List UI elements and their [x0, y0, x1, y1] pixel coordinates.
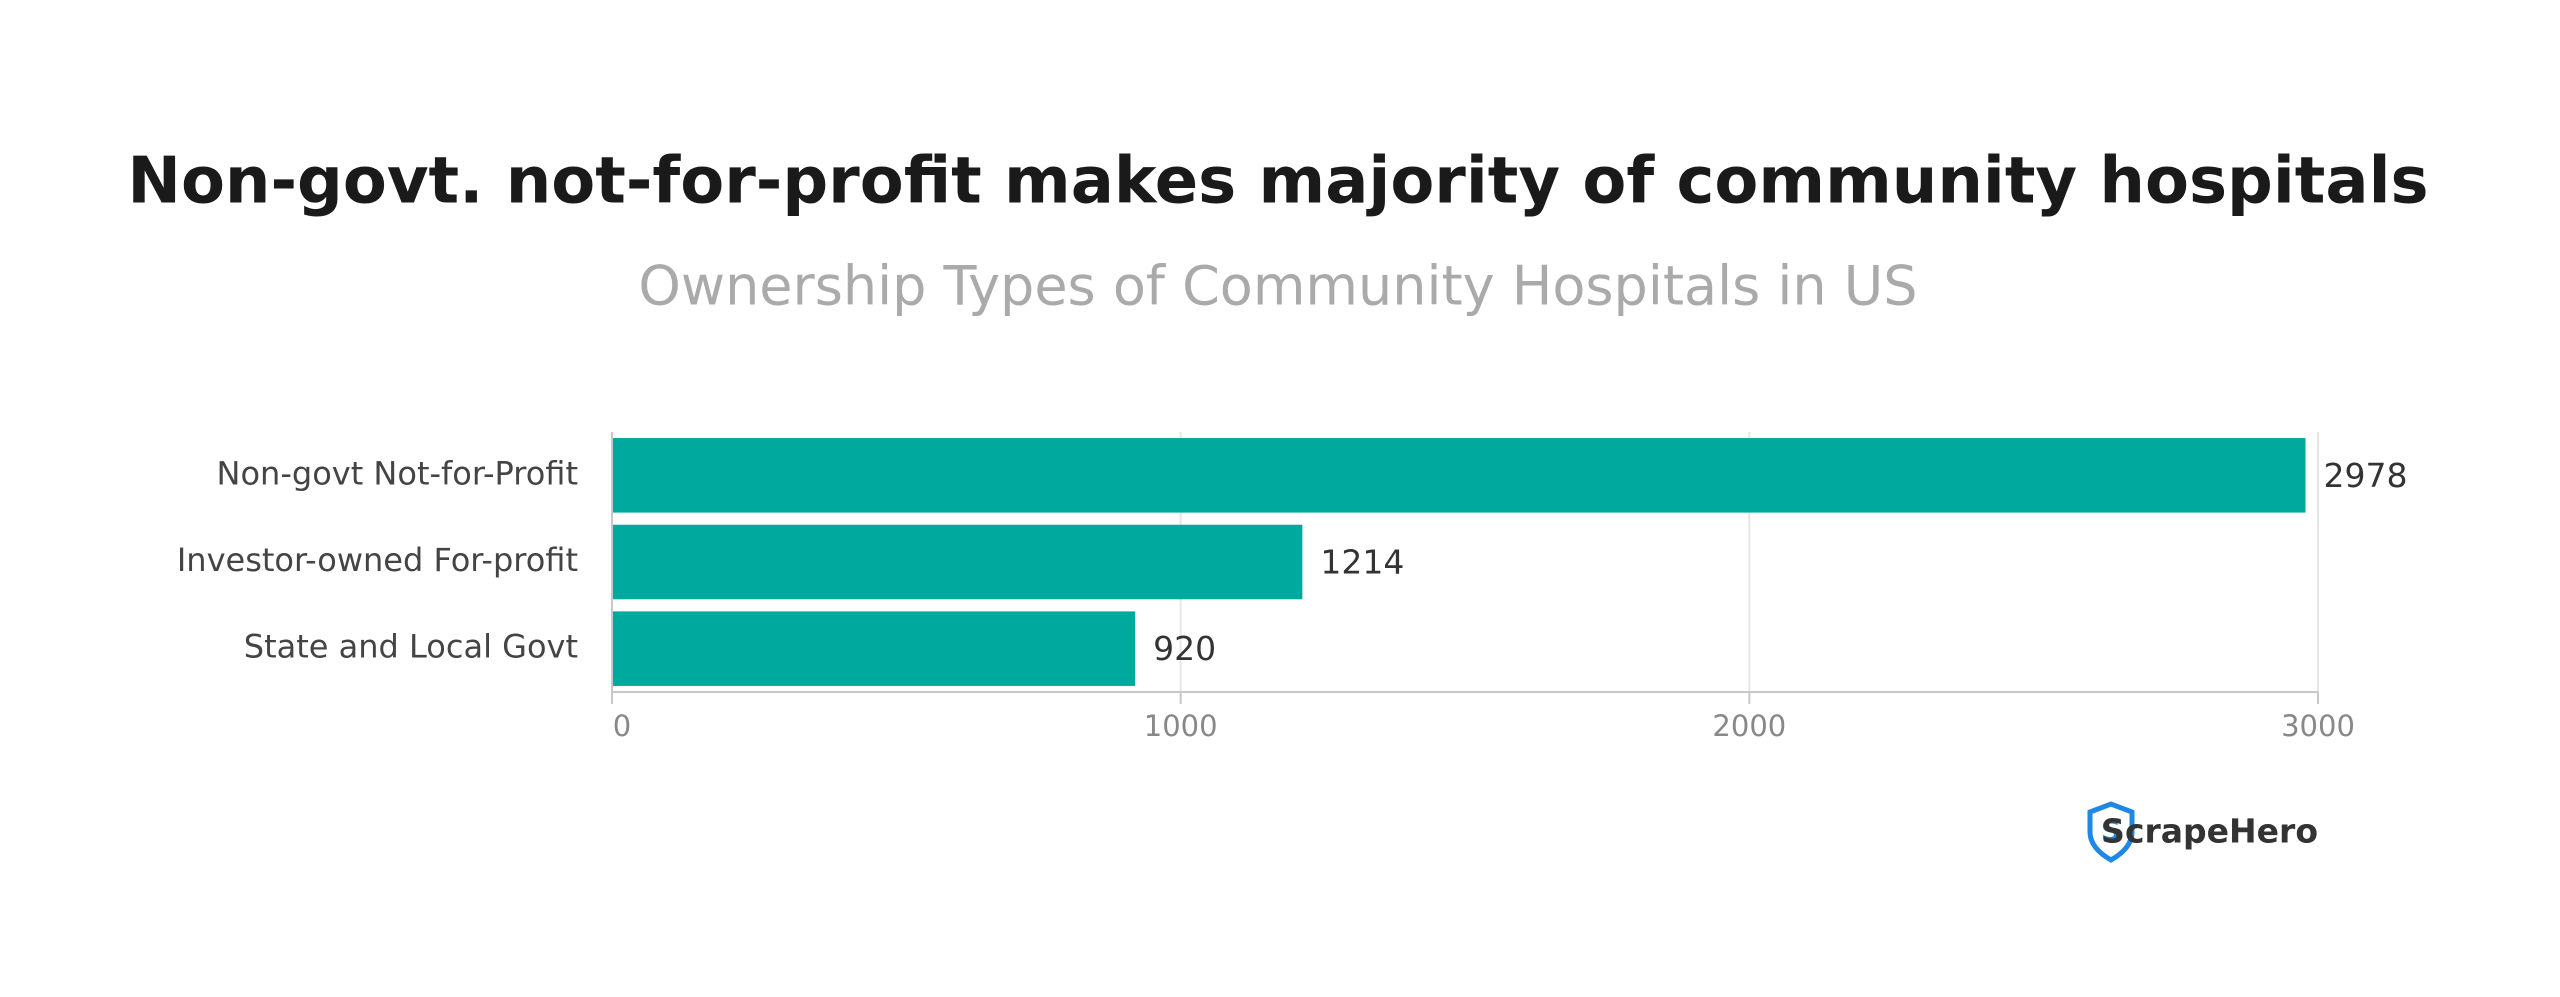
logo-shield: [2087, 801, 2135, 863]
chart-title: Non-govt. not-for-profit makes majority …: [127, 145, 2428, 219]
y-tick-label: State and Local Govt: [244, 628, 578, 666]
value-label: 2978: [2323, 456, 2407, 495]
x-tick-label: 1000: [1144, 709, 1218, 743]
chart-subtitle: Ownership Types of Community Hospitals i…: [638, 255, 1917, 318]
bar: [612, 611, 1136, 686]
y-tick-label: Non-govt Not-for-Profit: [217, 454, 578, 492]
bar: [612, 438, 2306, 513]
logo-letter: S: [2101, 814, 2121, 847]
value-label: 1214: [1320, 543, 1404, 582]
x-tick-label: 2000: [1712, 709, 1786, 743]
x-tick-label: 3000: [2281, 709, 2355, 743]
bar: [612, 524, 1303, 600]
brand-name: ScrapeHero: [2101, 812, 2318, 851]
value-label: 920: [1153, 629, 1216, 668]
x-tick-label: 0: [613, 709, 631, 743]
y-tick-label: Investor-owned For-profit: [177, 541, 578, 579]
brand-logo: S ScrapeHero: [2087, 801, 2318, 863]
